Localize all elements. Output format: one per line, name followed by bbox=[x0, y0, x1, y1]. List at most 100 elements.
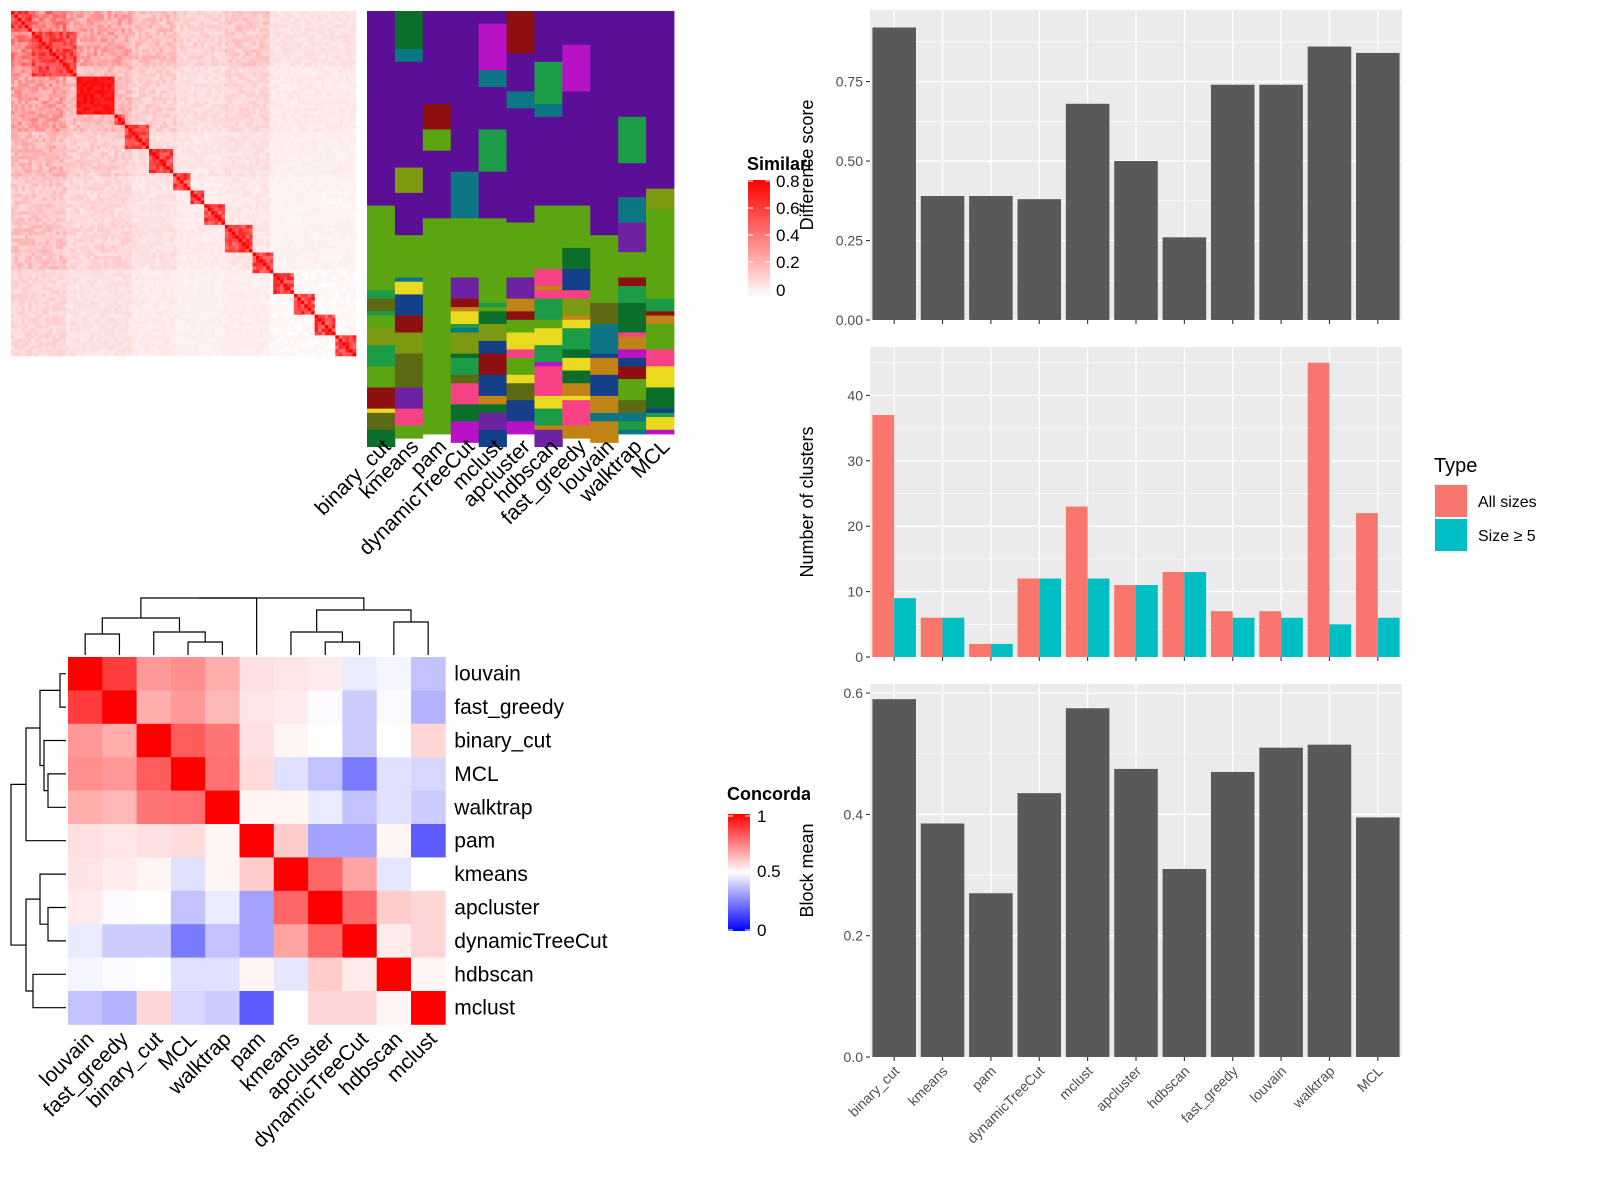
similarity-cell bbox=[83, 169, 88, 174]
similarity-cell bbox=[169, 107, 174, 112]
similarity-cell bbox=[155, 111, 160, 115]
similarity-cell bbox=[31, 176, 36, 181]
similarity-cell bbox=[173, 180, 177, 184]
similarity-cell bbox=[283, 180, 288, 184]
similarity-cell bbox=[100, 59, 105, 64]
similarity-cell bbox=[180, 28, 184, 32]
similarity-cell bbox=[318, 80, 322, 84]
similarity-cell bbox=[142, 35, 146, 39]
similarity-cell bbox=[231, 162, 236, 167]
similarity-cell bbox=[262, 62, 267, 67]
similarity-cell bbox=[252, 69, 257, 74]
similarity-cell bbox=[324, 145, 329, 150]
similarity-cell bbox=[169, 69, 174, 74]
similarity-cell bbox=[166, 138, 170, 143]
similarity-cell bbox=[73, 42, 77, 46]
similarity-cell bbox=[307, 73, 312, 77]
similarity-cell bbox=[262, 38, 267, 43]
similarity-cell bbox=[297, 176, 302, 181]
similarity-cell bbox=[97, 159, 101, 164]
similarity-cell bbox=[31, 111, 36, 115]
similarity-cell bbox=[314, 83, 319, 88]
similarity-cell bbox=[207, 45, 212, 50]
similarity-cell bbox=[211, 45, 215, 50]
similarity-cell bbox=[114, 17, 119, 22]
similarity-cell bbox=[276, 117, 281, 122]
similarity-cell bbox=[186, 17, 191, 22]
similarity-cell bbox=[38, 80, 43, 84]
similarity-cell bbox=[173, 80, 177, 84]
similarity-cell bbox=[176, 111, 181, 115]
similarity-cell bbox=[242, 21, 246, 26]
similarity-cell bbox=[259, 166, 264, 170]
similarity-cell bbox=[321, 69, 326, 74]
similarity-cell bbox=[259, 100, 264, 105]
similarity-cell bbox=[97, 142, 101, 146]
similarity-cell bbox=[155, 100, 160, 105]
similarity-cell bbox=[276, 93, 281, 98]
similarity-cell bbox=[59, 100, 64, 105]
similarity-cell bbox=[21, 83, 26, 88]
similarity-cell bbox=[86, 42, 91, 46]
similarity-cell bbox=[21, 66, 26, 70]
similarity-cell bbox=[162, 83, 167, 88]
similarity-cell bbox=[307, 11, 312, 15]
similarity-cell bbox=[259, 86, 264, 91]
similarity-cell bbox=[242, 121, 246, 126]
similarity-cell bbox=[128, 152, 133, 157]
similarity-cell bbox=[221, 86, 226, 91]
similarity-cell bbox=[35, 169, 39, 174]
similarity-cell bbox=[242, 128, 246, 133]
similarity-cell bbox=[149, 42, 153, 46]
similarity-cell bbox=[80, 28, 84, 32]
similarity-cell bbox=[193, 107, 198, 112]
similarity-cell bbox=[218, 69, 222, 74]
similarity-cell bbox=[304, 80, 308, 84]
similarity-cell bbox=[221, 117, 226, 122]
similarity-cell bbox=[69, 55, 74, 60]
similarity-cell bbox=[211, 138, 215, 143]
similarity-cell bbox=[290, 93, 295, 98]
similarity-cell bbox=[283, 62, 288, 67]
similarity-cell bbox=[90, 66, 95, 70]
similarity-cell bbox=[324, 66, 329, 70]
similarity-cell bbox=[293, 104, 298, 108]
similarity-cell bbox=[28, 62, 32, 67]
similarity-cell bbox=[259, 24, 264, 29]
similarity-cell bbox=[42, 28, 46, 32]
similarity-cell bbox=[235, 155, 239, 160]
similarity-cell bbox=[135, 17, 139, 22]
similarity-cell bbox=[173, 93, 177, 98]
similarity-cell bbox=[52, 76, 57, 81]
similarity-cell bbox=[293, 11, 298, 15]
similarity-cell bbox=[349, 76, 353, 81]
similarity-cell bbox=[255, 155, 260, 160]
similarity-cell bbox=[259, 114, 264, 119]
similarity-cell bbox=[100, 135, 105, 139]
similarity-cell bbox=[224, 149, 229, 153]
similarity-cell bbox=[145, 69, 150, 74]
similarity-cell bbox=[293, 117, 298, 122]
similarity-cell bbox=[252, 162, 257, 167]
similarity-cell bbox=[38, 62, 43, 67]
similarity-cell bbox=[331, 90, 336, 95]
similarity-cell bbox=[324, 124, 329, 129]
similarity-cell bbox=[238, 149, 243, 153]
similarity-cell bbox=[100, 97, 105, 101]
similarity-cell bbox=[304, 11, 308, 15]
similarity-cell bbox=[90, 93, 95, 98]
similarity-cell bbox=[62, 131, 67, 136]
similarity-cell bbox=[162, 121, 167, 126]
similarity-cell bbox=[142, 162, 146, 167]
similarity-cell bbox=[218, 17, 222, 22]
similarity-cell bbox=[31, 45, 36, 50]
similarity-cell bbox=[52, 73, 57, 77]
similarity-cell bbox=[304, 142, 308, 146]
similarity-cell bbox=[24, 35, 29, 39]
similarity-cell bbox=[124, 90, 129, 95]
similarity-cell bbox=[145, 159, 150, 164]
similarity-cell bbox=[338, 159, 343, 164]
similarity-cell bbox=[173, 73, 177, 77]
similarity-cell bbox=[90, 52, 95, 57]
similarity-cell bbox=[24, 31, 29, 36]
